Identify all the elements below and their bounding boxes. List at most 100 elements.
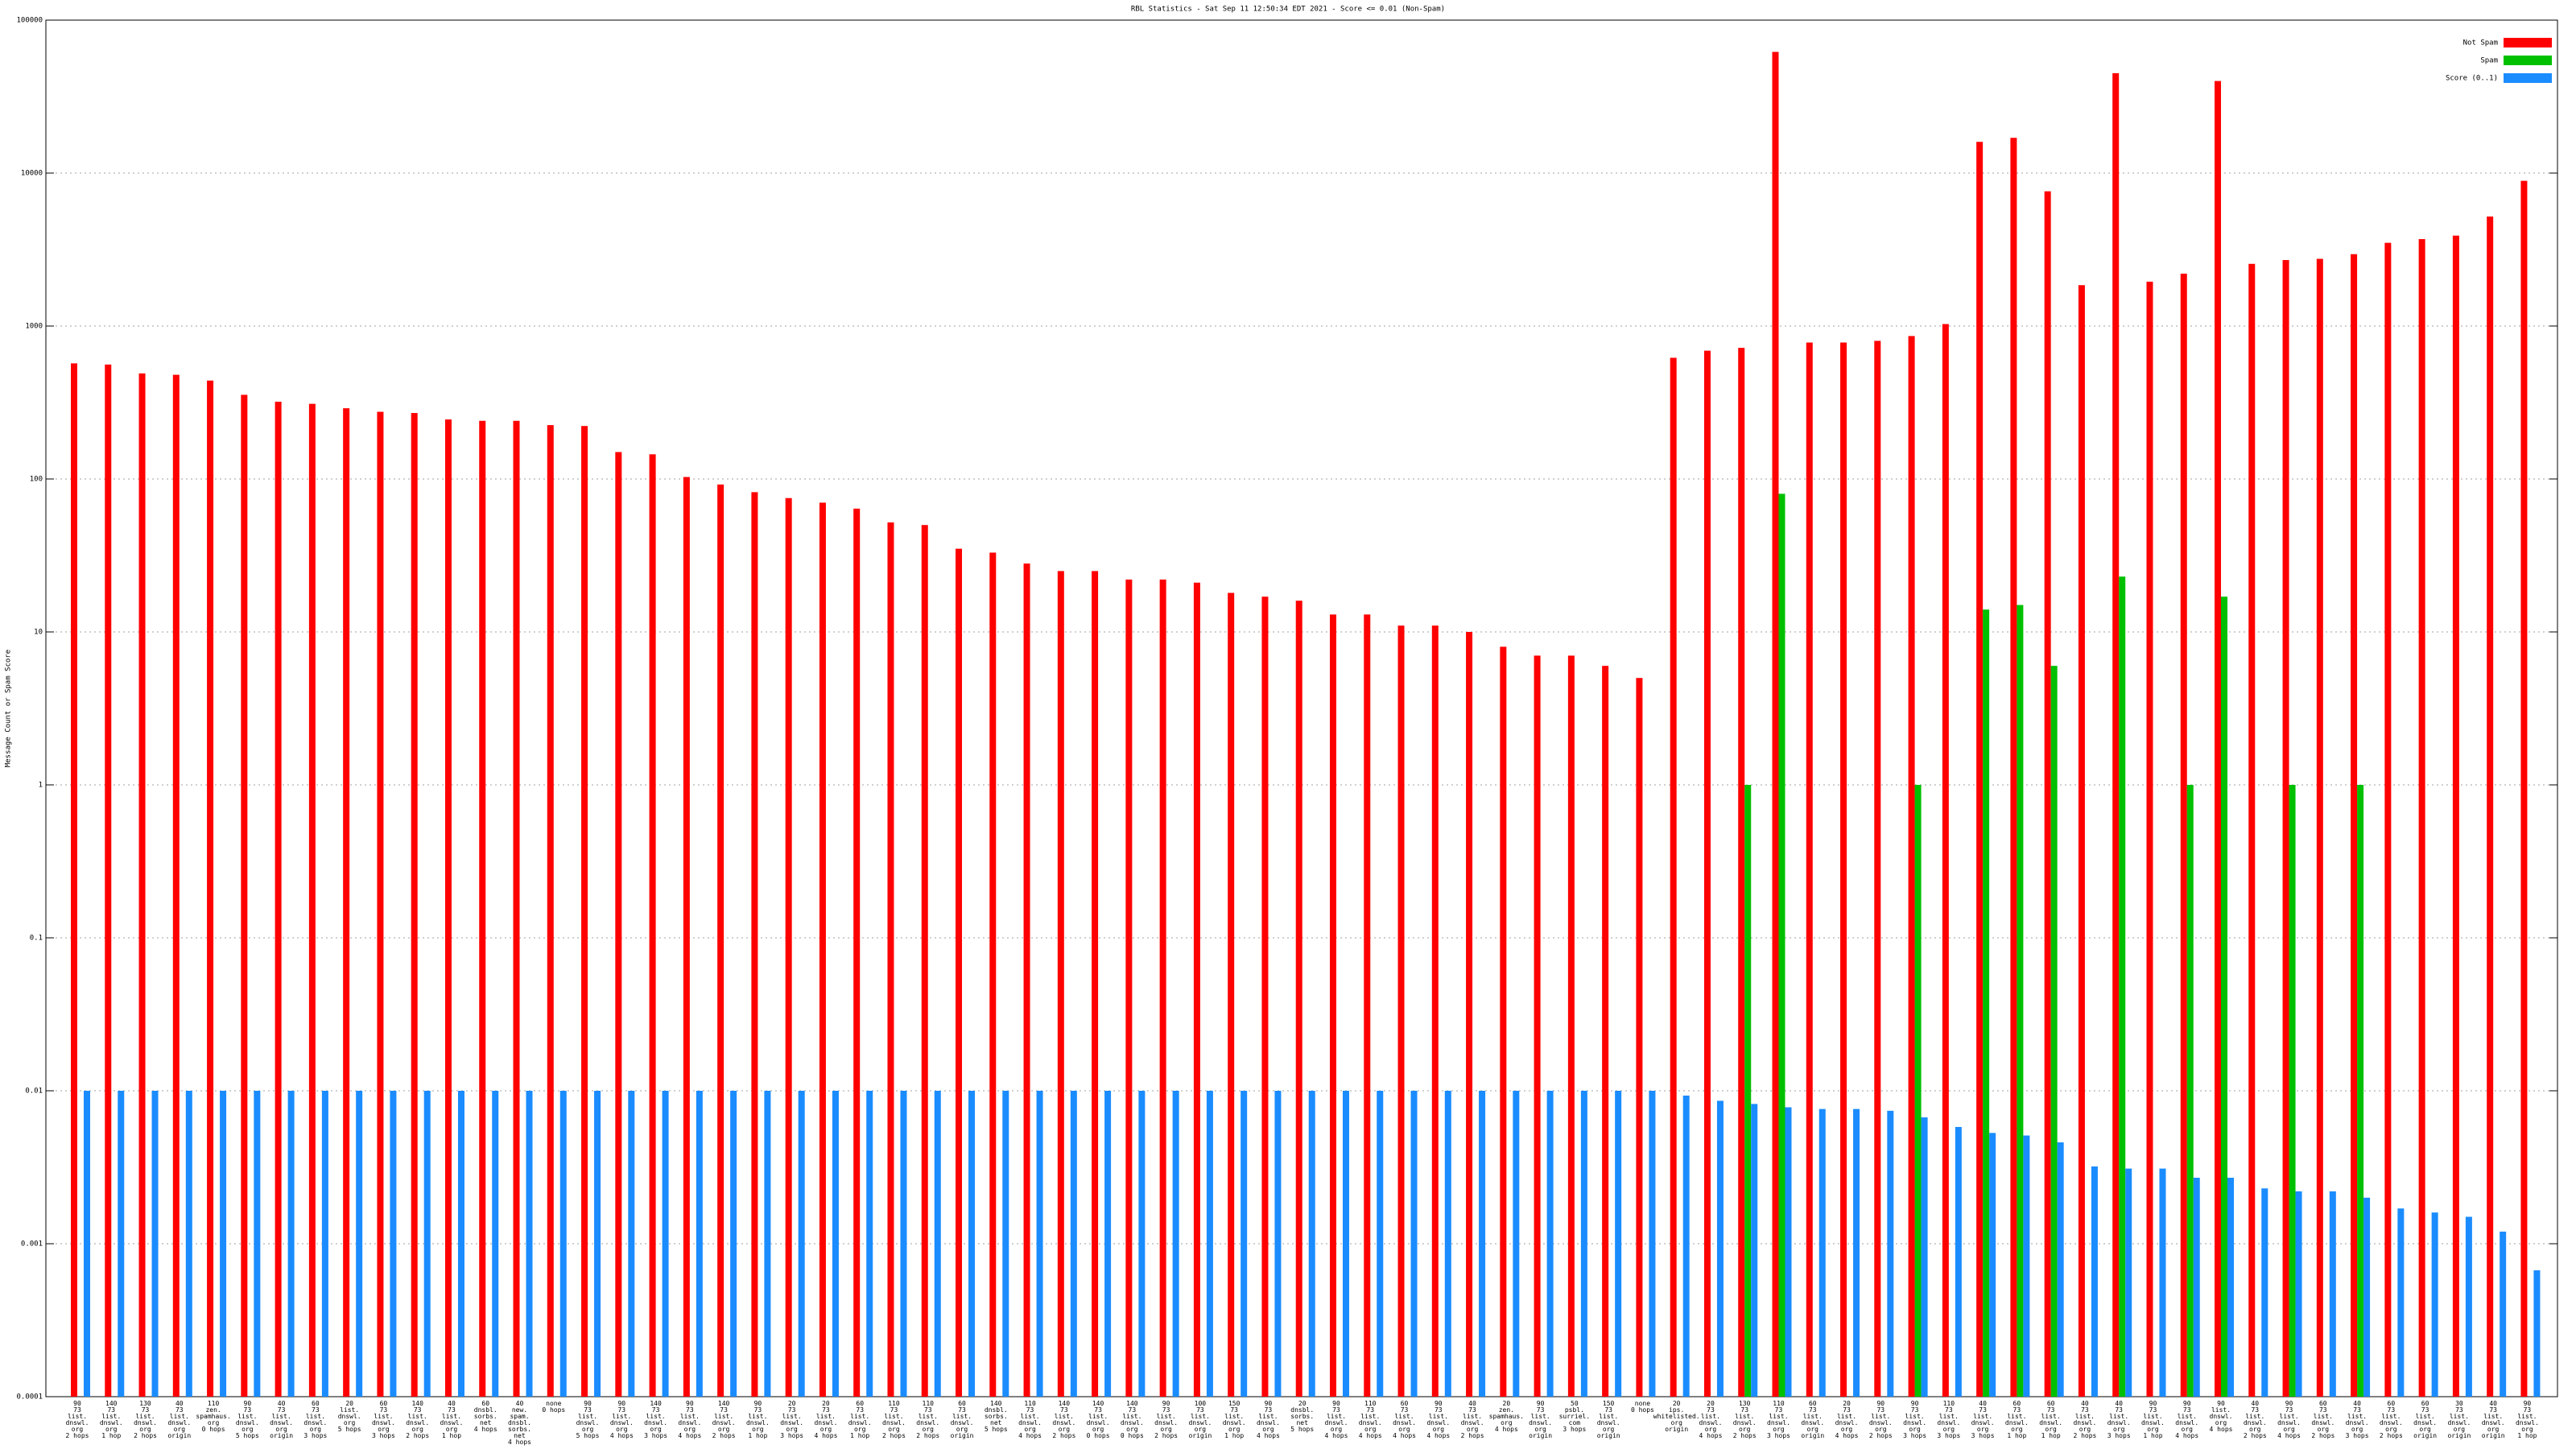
x-tick-label: 60 73 list. dnswl. org origin — [950, 1400, 974, 1439]
x-tick-label: 40 73 list. dnswl. org origin — [167, 1400, 192, 1439]
x-tick-label: 150 73 list. dnswl. org origin — [1596, 1400, 1620, 1439]
bar — [547, 425, 554, 1397]
bar — [866, 1091, 873, 1397]
bar — [730, 1091, 737, 1397]
x-tick-label: 140 73 list. dnswl. org 1 hop — [99, 1400, 123, 1439]
bar — [185, 1091, 192, 1397]
x-tick-label: 60 73 list. dnswl. org 2 hops — [2379, 1400, 2403, 1439]
bar — [1772, 52, 1779, 1397]
x-tick-label: 60 73 list. dnswl. org origin — [2413, 1400, 2438, 1439]
bar — [1125, 579, 1133, 1397]
bar — [2520, 180, 2528, 1397]
x-tick-label: 90 73 list. dnswl. org 4 hops — [678, 1400, 702, 1439]
bar — [2146, 281, 2153, 1397]
y-tick-label: 0.0001 — [16, 1393, 43, 1402]
bar — [1580, 1091, 1587, 1397]
bar — [1785, 1107, 1792, 1397]
x-tick-label: 90 73 list. dnswl. org 4 hops — [2175, 1400, 2199, 1439]
y-tick-label: 1000 — [25, 323, 43, 331]
bar — [241, 394, 248, 1397]
bar — [1703, 350, 1711, 1397]
x-tick-label: 20 73 list. dnswl. org 3 hops — [780, 1400, 804, 1439]
bar — [1914, 785, 1922, 1397]
legend-swatch — [2504, 56, 2552, 65]
x-tick-label: 40 73 list. dnswl. org 2 hops — [2073, 1400, 2097, 1439]
bar — [411, 413, 418, 1397]
bar — [1397, 625, 1405, 1397]
bar — [1806, 342, 1813, 1397]
bar — [1602, 666, 1609, 1397]
legend-label: Spam — [2480, 57, 2498, 65]
bar — [1342, 1091, 1349, 1397]
bar — [1983, 609, 1990, 1397]
x-tick-label: 130 73 list. dnswl. org 2 hops — [134, 1400, 157, 1439]
bar — [71, 363, 77, 1397]
bar — [84, 1091, 90, 1397]
y-tick-label: 10000 — [21, 170, 43, 178]
bar — [1206, 1091, 1213, 1397]
x-tick-label: 150 73 list. dnswl. org 1 hop — [1222, 1400, 1246, 1439]
bar — [968, 1091, 976, 1397]
bar — [1853, 1108, 1860, 1397]
bar — [1908, 336, 1915, 1397]
bar — [457, 1091, 464, 1397]
x-tick-label: 90 73 list. dnswl. org 4 hops — [609, 1400, 634, 1439]
bar — [1023, 564, 1030, 1397]
bar — [1159, 579, 1166, 1397]
bar — [1329, 614, 1336, 1397]
bar — [492, 1091, 499, 1397]
bar — [2363, 1197, 2371, 1397]
x-tick-label: 40 73 list. dnswl. org 2 hops — [1460, 1400, 1484, 1439]
y-tick-label: 0.01 — [25, 1088, 43, 1096]
bar — [2044, 191, 2051, 1397]
bar — [1377, 1091, 1384, 1397]
x-tick-label: 90 73 list. dnswl. org 4 hops — [1256, 1400, 1280, 1439]
y-tick-label: 100000 — [16, 17, 43, 25]
y-axis-label: Message Count or Spam Score — [5, 650, 13, 767]
bar — [2465, 1216, 2472, 1397]
bar — [479, 420, 486, 1397]
bar — [2316, 258, 2323, 1397]
x-tick-label: 40 73 list. dnswl. org 3 hops — [2107, 1400, 2131, 1439]
bar — [1036, 1091, 1043, 1397]
bar — [1778, 493, 1785, 1397]
x-tick-label: 90 73 list. dnswl. org 4 hops — [1426, 1400, 1451, 1439]
bar — [1193, 582, 1200, 1397]
bar — [1002, 1091, 1009, 1397]
x-tick-label: 20 73 list. dnswl. org 4 hops — [1699, 1400, 1723, 1439]
bar — [1092, 571, 1099, 1397]
bar — [1738, 348, 1745, 1397]
y-tick-label: 10 — [34, 629, 43, 637]
x-tick-label: 90 73 list. dnswl. org 4 hops — [2277, 1400, 2301, 1439]
bar — [1172, 1091, 1179, 1397]
bar — [1466, 632, 1473, 1397]
bar — [2289, 785, 2296, 1397]
bar — [254, 1091, 261, 1397]
bar — [662, 1091, 669, 1397]
bar — [1479, 1091, 1486, 1397]
bar — [321, 1091, 328, 1397]
bar — [853, 508, 861, 1397]
bar — [956, 548, 963, 1397]
y-tick-label: 1 — [39, 782, 43, 790]
legend-label: Score (0..1) — [2446, 75, 2498, 83]
bar — [2078, 285, 2085, 1397]
bar — [1976, 142, 1984, 1397]
bar — [377, 411, 384, 1397]
bar — [1444, 1091, 1451, 1397]
x-tick-label: 90 73 list. dnswl. org 3 hops — [1903, 1400, 1927, 1439]
bar — [1546, 1091, 1554, 1397]
bar — [1840, 342, 1847, 1397]
bar — [423, 1091, 431, 1397]
x-tick-label: 20 73 list. dnswl. org 4 hops — [814, 1400, 838, 1439]
bar — [1955, 1126, 1962, 1397]
bar — [1104, 1091, 1112, 1397]
bar — [2533, 1270, 2541, 1397]
bar — [2119, 576, 2126, 1397]
x-tick-label: 140 dnsbl. sorbs. net 5 hops — [984, 1400, 1008, 1433]
x-tick-label: 90 73 list. dnswl. org 2 hops — [1868, 1400, 1893, 1439]
bar — [683, 477, 690, 1397]
x-tick-label: 40 73 list. dnswl. org origin — [2481, 1400, 2505, 1439]
bar — [2452, 235, 2459, 1397]
x-tick-label: 40 new. spam. dnsbl. sorbs. net 4 hops — [508, 1400, 531, 1446]
